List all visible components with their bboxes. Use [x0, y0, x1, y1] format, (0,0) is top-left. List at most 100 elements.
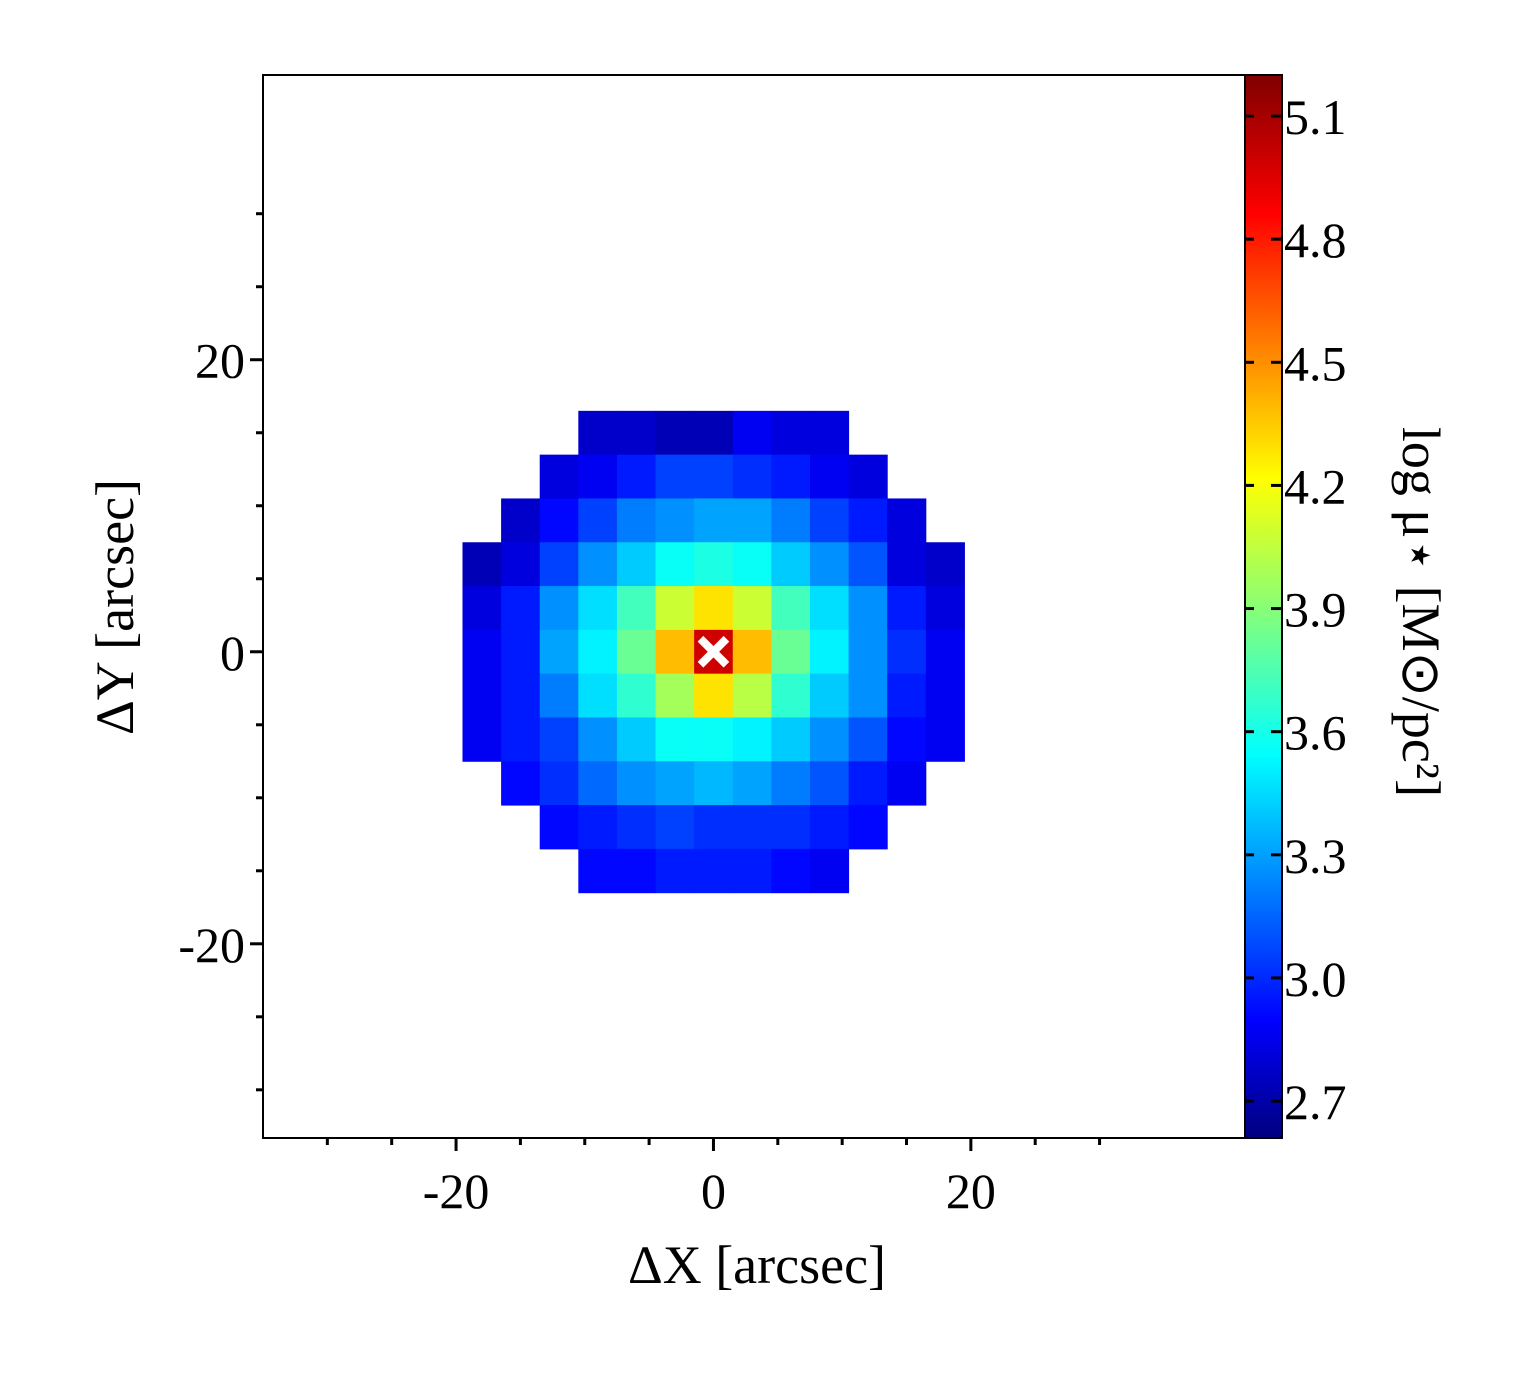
map-cell — [848, 586, 888, 631]
map-cell — [539, 542, 579, 587]
map-cell — [732, 586, 772, 631]
map-cell — [694, 848, 734, 894]
colorbar-tick-label: 2.7 — [1284, 1074, 1347, 1130]
map-cell — [616, 848, 657, 894]
map-cell — [694, 498, 734, 543]
x-tick-label: 20 — [946, 1163, 996, 1219]
map-cell — [616, 673, 657, 718]
map-cell — [539, 454, 579, 499]
map-cell — [578, 454, 618, 499]
map-cell — [655, 410, 695, 456]
map-cell — [848, 805, 888, 850]
map-cell — [771, 848, 811, 894]
map-cell — [925, 586, 965, 631]
map-cell — [616, 629, 657, 675]
map-cell — [771, 629, 811, 675]
map-cell — [539, 498, 579, 543]
map-cell — [694, 586, 734, 631]
map-cell — [771, 586, 811, 631]
map-cell — [616, 410, 657, 456]
map-cell — [616, 498, 657, 543]
map-cell — [925, 629, 965, 675]
map-cell — [539, 761, 579, 806]
map-cell — [501, 498, 541, 543]
map-cell — [655, 673, 695, 718]
map-cell — [848, 673, 888, 718]
map-cell — [887, 673, 927, 718]
map-cell — [501, 586, 541, 631]
colorbar-tick-label: 4.5 — [1284, 335, 1347, 391]
colorbar-tick-label: 3.0 — [1284, 951, 1347, 1007]
map-cell — [655, 761, 695, 806]
map-cell — [848, 542, 888, 587]
map-cell — [578, 542, 618, 587]
map-cell — [655, 454, 695, 499]
map-cell — [732, 717, 772, 762]
map-cell — [462, 586, 502, 631]
y-tick-label: -20 — [178, 917, 245, 973]
map-cell — [925, 673, 965, 718]
center-marker — [697, 635, 730, 668]
colorbar-tick-label: 4.8 — [1284, 212, 1347, 268]
map-cell — [848, 454, 888, 499]
map-cell — [887, 498, 927, 543]
map-cell — [732, 542, 772, 587]
map-cell — [809, 586, 850, 631]
map-cell — [809, 629, 850, 675]
colorbar-label: log μ⋆ [M⊙/pc²] — [1391, 427, 1451, 797]
map-cell — [732, 673, 772, 718]
map-cell — [616, 586, 657, 631]
x-tick-label: 0 — [701, 1163, 726, 1219]
colorbar — [1244, 74, 1283, 1139]
colorbar-tick-label: 3.6 — [1284, 705, 1347, 761]
map-cell — [887, 717, 927, 762]
map-cell — [578, 717, 618, 762]
colorbar-tick-label: 4.2 — [1284, 458, 1347, 514]
map-cell — [655, 498, 695, 543]
map-cell — [809, 542, 850, 587]
map-cell — [771, 761, 811, 806]
y-tick-label: 0 — [220, 625, 245, 681]
map-cell — [848, 761, 888, 806]
map-cell — [539, 717, 579, 762]
map-cell — [809, 717, 850, 762]
map-cell — [539, 586, 579, 631]
map-cell — [578, 498, 618, 543]
map-cell — [539, 629, 579, 675]
map-cell — [771, 542, 811, 587]
map-cell — [694, 673, 734, 718]
map-cell — [501, 761, 541, 806]
map-cell — [771, 805, 811, 850]
map-cell — [655, 717, 695, 762]
map-cell — [732, 454, 772, 499]
map-cell — [771, 454, 811, 499]
map-cell — [616, 717, 657, 762]
map-cell — [809, 410, 850, 456]
map-cell — [694, 410, 734, 456]
map-cell — [887, 629, 927, 675]
map-cell — [501, 673, 541, 718]
map-cell — [501, 717, 541, 762]
map-cell — [809, 498, 850, 543]
map-cell — [578, 629, 618, 675]
map-cell — [771, 717, 811, 762]
map-cell — [694, 542, 734, 587]
y-axis-label: ΔY [arcsec] — [85, 479, 145, 735]
map-cell — [694, 717, 734, 762]
map-cell — [462, 673, 502, 718]
map-cell — [578, 848, 618, 894]
map-cell — [848, 629, 888, 675]
map-cell — [809, 673, 850, 718]
map-cell — [694, 454, 734, 499]
map-cell — [655, 848, 695, 894]
map-cell — [462, 629, 502, 675]
map-cell — [655, 586, 695, 631]
map-cell — [771, 498, 811, 543]
map-cell — [732, 805, 772, 850]
map-cell — [501, 542, 541, 587]
map-cell — [732, 410, 772, 456]
map-cell — [694, 805, 734, 850]
map-cell — [848, 717, 888, 762]
map-cell — [887, 761, 927, 806]
